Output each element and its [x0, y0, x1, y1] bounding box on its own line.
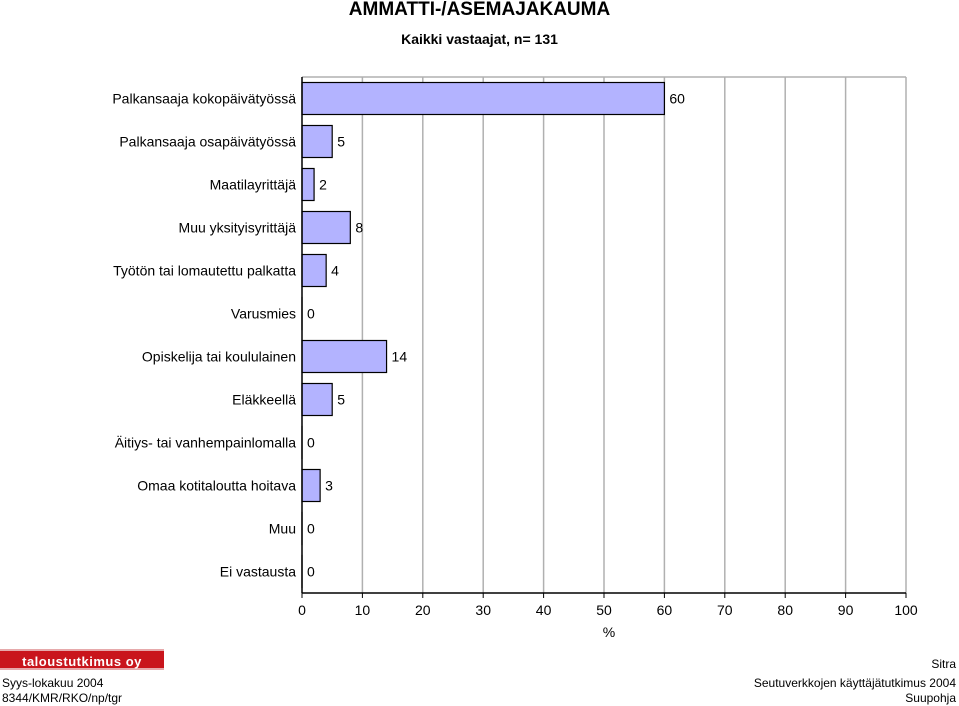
value-label: 0	[307, 564, 315, 580]
category-label: Varusmies	[231, 306, 296, 322]
company-logo: taloustutkimus oy	[0, 649, 164, 670]
bar	[301, 339, 388, 374]
footer-date: Syys-lokakuu 2004	[2, 676, 104, 690]
category-label: Ei vastausta	[220, 564, 296, 580]
bar	[301, 253, 327, 288]
category-label: Maatilayrittäjä	[210, 177, 297, 193]
category-label: Työtön tai lomautettu palkatta	[113, 263, 296, 279]
category-label: Palkansaaja osapäivätyössä	[119, 134, 296, 150]
x-tick-label: 40	[536, 602, 552, 618]
category-label: Äitiys- tai vanhempainlomalla	[115, 435, 297, 451]
category-label: Opiskelija tai koululainen	[142, 349, 296, 365]
x-tick-label: 10	[355, 602, 371, 618]
category-label: Muu	[269, 521, 296, 537]
footer-org: Sitra	[931, 657, 956, 671]
x-tick-label: 70	[717, 602, 733, 618]
category-label: Eläkkeellä	[232, 392, 296, 408]
value-label: 5	[337, 392, 345, 408]
value-label: 0	[307, 435, 315, 451]
value-label: 60	[669, 91, 685, 107]
value-label: 14	[392, 349, 408, 365]
value-label: 0	[307, 306, 315, 322]
x-axis-label: %	[603, 624, 615, 640]
bar	[301, 124, 333, 159]
bar	[301, 81, 665, 116]
bar	[301, 210, 351, 245]
category-label: Palkansaaja kokopäivätyössä	[112, 91, 296, 107]
category-label: Muu yksityisyrittäjä	[179, 220, 297, 236]
x-tick-label: 30	[475, 602, 491, 618]
x-tick-label: 80	[777, 602, 793, 618]
value-label: 2	[319, 177, 327, 193]
value-label: 0	[307, 521, 315, 537]
chart-title: AMMATTI-/ASEMAJAKAUMA	[348, 0, 611, 20]
bar	[301, 382, 333, 417]
x-tick-label: 90	[838, 602, 854, 618]
x-tick-label: 60	[657, 602, 673, 618]
value-label: 5	[337, 134, 345, 150]
x-tick-label: 0	[298, 602, 306, 618]
x-tick-label: 50	[596, 602, 612, 618]
footer-code: 8344/KMR/RKO/np/tgr	[2, 691, 123, 705]
value-label: 3	[325, 478, 333, 494]
chart-subtitle: Kaikki vastaajat, n= 131	[401, 31, 558, 47]
axes	[301, 77, 907, 598]
bar	[301, 167, 315, 202]
value-label: 4	[331, 263, 339, 279]
footer-region: Suupohja	[905, 691, 956, 705]
category-label: Omaa kotitaloutta hoitava	[137, 478, 296, 494]
x-tick-label: 100	[894, 602, 918, 618]
grid-lines	[302, 76, 907, 593]
value-label: 8	[355, 220, 363, 236]
x-tick-label: 20	[415, 602, 431, 618]
bar	[301, 468, 321, 503]
footer-study: Seutuverkkojen käyttäjätutkimus 2004	[753, 676, 956, 690]
